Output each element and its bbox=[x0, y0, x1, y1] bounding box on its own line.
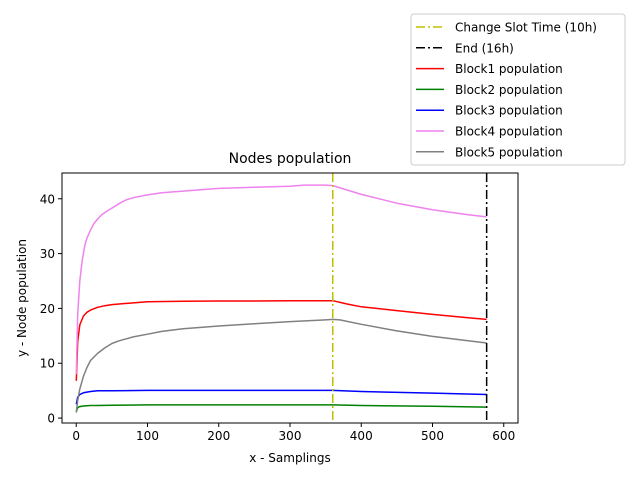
y-axis-ticks: 0 10 20 30 40 bbox=[40, 192, 62, 426]
legend-label-block3-population: Block3 population bbox=[455, 104, 563, 118]
x-tick-label: 300 bbox=[279, 429, 302, 443]
x-tick-label: 400 bbox=[350, 429, 373, 443]
legend-box bbox=[410, 13, 626, 166]
chart-title: Nodes population bbox=[229, 151, 352, 167]
vertical-markers bbox=[332, 173, 488, 423]
block5-population-line bbox=[75, 318, 487, 413]
block4-population-line bbox=[75, 184, 487, 375]
block3-population-line bbox=[75, 389, 487, 405]
y-tick-label: 10 bbox=[40, 357, 55, 371]
legend-label-block2-population: Block2 population bbox=[455, 83, 563, 97]
x-axis-label: x - Samplings bbox=[249, 451, 330, 465]
x-tick-label: 200 bbox=[207, 429, 230, 443]
x-tick-label: 100 bbox=[136, 429, 159, 443]
y-tick-label: 40 bbox=[40, 192, 55, 206]
x-tick-label: 600 bbox=[492, 429, 515, 443]
block2-population-line bbox=[75, 404, 487, 412]
y-tick-label: 0 bbox=[47, 412, 55, 426]
legend: Change Slot Time (10h) End (16h) Block1 po… bbox=[410, 13, 626, 166]
legend-label-block4-population: Block4 population bbox=[455, 125, 563, 139]
y-axis-label: y - Node population bbox=[15, 239, 29, 357]
legend-label-end-16h: End (16h) bbox=[455, 41, 514, 55]
legend-label-change-slot-time-10h: Change Slot Time (10h) bbox=[455, 21, 597, 35]
block1-population-line bbox=[75, 299, 487, 381]
y-tick-label: 20 bbox=[40, 302, 55, 316]
x-tick-label: 0 bbox=[72, 429, 80, 443]
plot-lines bbox=[75, 184, 487, 413]
y-tick-label: 30 bbox=[40, 247, 55, 261]
legend-label-block1-population: Block1 population bbox=[455, 62, 563, 76]
legend-label-block5-population: Block5 population bbox=[455, 145, 563, 159]
x-axis-ticks: 0 100 200 300 400 500 600 bbox=[72, 423, 515, 443]
x-tick-label: 500 bbox=[421, 429, 444, 443]
